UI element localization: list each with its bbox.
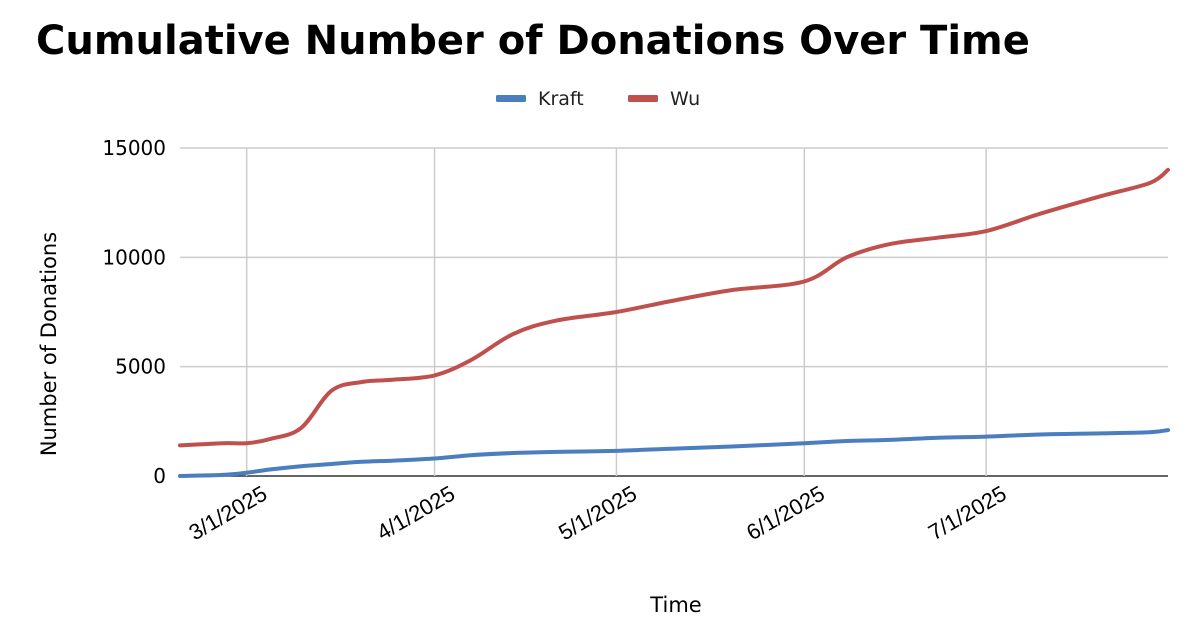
- series-line-wu: [178, 167, 1170, 448]
- x-tick-label: 4/1/2025: [372, 481, 459, 545]
- y-axis-ticks: 0 5000 10000 15000: [102, 136, 166, 488]
- y-tick-label: 15000: [102, 136, 166, 160]
- x-axis-ticks: 3/1/2025 4/1/2025 5/1/2025 6/1/2025 7/1/2025: [185, 481, 1011, 545]
- y-axis-label: Number of Donations: [37, 232, 61, 456]
- series-line-kraft: [178, 428, 1170, 478]
- gridlines: [180, 147, 1168, 477]
- y-tick-label: 5000: [115, 355, 166, 379]
- legend-swatch-kraft: [496, 95, 526, 102]
- x-tick-label: 5/1/2025: [554, 481, 641, 545]
- legend-label-kraft: Kraft: [538, 88, 584, 110]
- legend-swatch-wu: [628, 95, 658, 102]
- chart-title: Cumulative Number of Donations Over Time: [36, 18, 1030, 64]
- legend: Kraft Wu: [496, 88, 700, 110]
- series-lines: [178, 167, 1170, 478]
- x-axis-label: Time: [649, 593, 701, 617]
- x-tick-label: 7/1/2025: [924, 481, 1011, 545]
- legend-label-wu: Wu: [670, 88, 700, 110]
- y-tick-label: 10000: [102, 245, 166, 269]
- x-tick-label: 6/1/2025: [742, 481, 829, 545]
- y-tick-label: 0: [153, 464, 166, 488]
- x-tick-label: 3/1/2025: [185, 481, 272, 545]
